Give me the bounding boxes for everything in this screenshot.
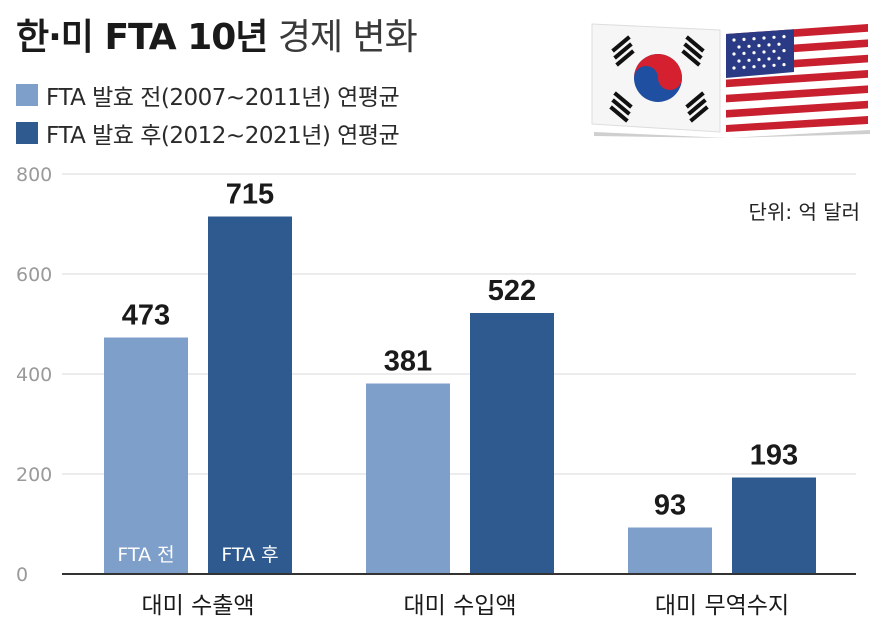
bar — [104, 337, 188, 574]
y-tick-label: 800 — [16, 164, 52, 186]
korea-us-flags-illustration — [591, 23, 870, 138]
data-label: 473 — [122, 300, 170, 332]
y-tick-label: 0 — [16, 564, 28, 586]
in-bar-label: FTA 후 — [221, 544, 278, 566]
title-light: 경제 변화 — [277, 17, 418, 58]
page-title: 한·미 FTA 10년 경제 변화 — [16, 8, 418, 60]
y-tick-label: 200 — [16, 464, 52, 486]
data-label: 93 — [654, 490, 686, 522]
y-tick-label: 400 — [16, 364, 52, 386]
legend-label-after: FTA 발효 후(2012~2021년) 연평균 — [46, 123, 400, 149]
legend-swatch-after — [16, 122, 38, 144]
title-bold: 한·미 FTA 10년 — [16, 17, 268, 58]
data-label: 193 — [750, 440, 798, 472]
unit-label: 단위: 억 달러 — [748, 200, 860, 224]
bar — [366, 383, 450, 574]
legend-item-before: FTA 발효 전(2007~2011년) 연평균 — [16, 78, 400, 112]
bar — [208, 216, 292, 574]
in-bar-label: FTA 전 — [117, 544, 174, 566]
legend-label-before: FTA 발효 전(2007~2011년) 연평균 — [46, 85, 400, 111]
data-label: 715 — [226, 179, 274, 211]
bar — [470, 313, 554, 574]
x-category-label: 대미 무역수지 — [655, 593, 789, 619]
bar — [628, 527, 712, 574]
y-tick-label: 600 — [16, 264, 52, 286]
us-flag-icon — [726, 24, 868, 132]
data-label: 522 — [488, 275, 536, 307]
korean-flag-icon — [591, 23, 721, 133]
legend-swatch-before — [16, 84, 38, 106]
bar — [732, 477, 816, 574]
x-category-label: 대미 수출액 — [141, 593, 254, 619]
x-category-label: 대미 수입액 — [403, 593, 516, 619]
data-label: 381 — [384, 346, 432, 378]
legend-item-after: FTA 발효 후(2012~2021년) 연평균 — [16, 116, 400, 150]
